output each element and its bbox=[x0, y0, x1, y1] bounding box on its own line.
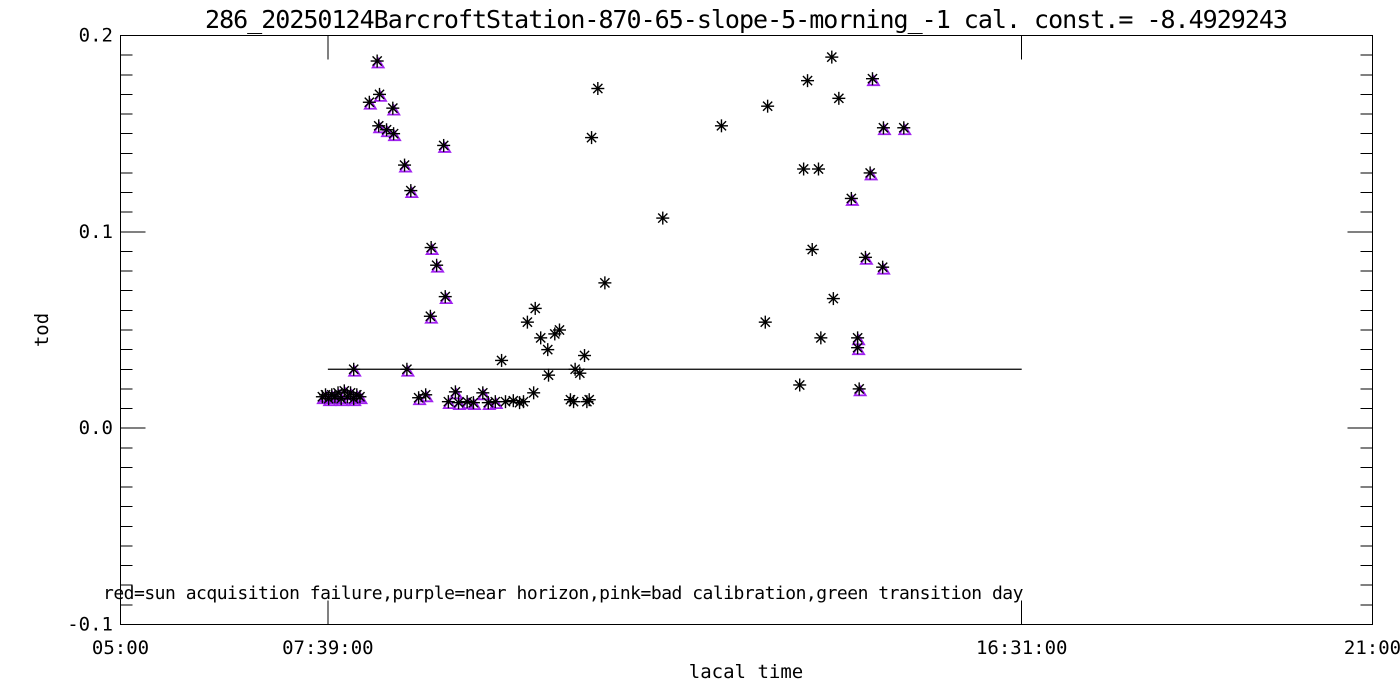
asterisk-marker bbox=[534, 331, 548, 345]
asterisk-marker bbox=[527, 386, 541, 400]
asterisk-marker bbox=[516, 395, 530, 409]
asterisk-marker bbox=[419, 388, 433, 402]
asterisk-marker bbox=[826, 292, 840, 306]
asterisk-marker bbox=[430, 258, 444, 272]
asterisk-marker bbox=[876, 260, 890, 274]
asterisk-marker bbox=[801, 74, 815, 88]
asterisk-marker bbox=[852, 382, 866, 396]
asterisk-marker bbox=[865, 72, 879, 86]
y-axis-label: tod bbox=[31, 312, 53, 348]
asterisk-marker bbox=[863, 166, 877, 180]
tick-label: 0.1 bbox=[79, 221, 113, 243]
asterisk-marker bbox=[353, 390, 367, 404]
tick-label: 07:39:00 bbox=[282, 637, 374, 659]
asterisk-marker bbox=[876, 121, 890, 135]
asterisk-marker bbox=[761, 99, 775, 113]
asterisk-marker bbox=[814, 331, 828, 345]
x-axis-label: lacal time bbox=[688, 661, 804, 683]
asterisk-marker bbox=[542, 368, 556, 382]
asterisk-marker bbox=[528, 301, 542, 315]
asterisk-marker bbox=[573, 366, 587, 380]
asterisk-marker bbox=[370, 54, 384, 68]
asterisk-marker bbox=[398, 158, 412, 172]
asterisk-marker bbox=[797, 162, 811, 176]
asterisk-marker bbox=[437, 138, 451, 152]
asterisk-marker bbox=[805, 243, 819, 257]
asterisk-marker bbox=[832, 91, 846, 105]
asterisk-marker bbox=[714, 119, 728, 133]
asterisk-marker bbox=[585, 131, 599, 145]
asterisk-marker bbox=[758, 315, 772, 329]
asterisk-marker bbox=[520, 315, 534, 329]
asterisk-marker bbox=[481, 396, 495, 410]
asterisk-marker bbox=[844, 191, 858, 205]
asterisk-marker bbox=[387, 127, 401, 141]
asterisk-marker bbox=[476, 386, 490, 400]
chart-title: 286_20250124BarcroftStation-870-65-slope… bbox=[205, 5, 1288, 34]
asterisk-marker bbox=[897, 121, 911, 135]
asterisk-marker bbox=[424, 241, 438, 255]
asterisk-marker bbox=[582, 393, 596, 407]
legend-annotation: red=sun acquisition failure,purple=near … bbox=[103, 583, 1024, 604]
asterisk-marker bbox=[380, 123, 394, 137]
asterisk-marker bbox=[423, 309, 437, 323]
asterisk-marker bbox=[578, 349, 592, 363]
tick-label: 0.0 bbox=[79, 417, 113, 439]
asterisk-marker bbox=[495, 353, 509, 367]
plot-box bbox=[120, 35, 1373, 625]
asterisk-marker bbox=[851, 341, 865, 355]
tick-label: 0.2 bbox=[79, 25, 113, 47]
asterisk-marker bbox=[404, 184, 418, 198]
asterisk-marker bbox=[452, 396, 466, 410]
asterisk-marker bbox=[552, 323, 566, 337]
asterisk-marker bbox=[400, 362, 414, 376]
asterisk-marker bbox=[811, 162, 825, 176]
asterisk-marker bbox=[825, 50, 839, 64]
asterisk-marker bbox=[793, 378, 807, 392]
asterisk-marker bbox=[362, 95, 376, 109]
tick-label: -0.1 bbox=[67, 614, 113, 636]
tick-label: 16:31:00 bbox=[976, 637, 1068, 659]
asterisk-marker bbox=[441, 395, 455, 409]
asterisk-marker bbox=[858, 250, 872, 264]
asterisk-marker bbox=[373, 87, 387, 101]
asterisk-marker bbox=[466, 396, 480, 410]
tick-label: 21:00 bbox=[1344, 637, 1400, 659]
asterisk-marker bbox=[347, 362, 361, 376]
tick-label: 05:00 bbox=[92, 637, 149, 659]
asterisk-marker bbox=[438, 290, 452, 304]
asterisk-marker bbox=[656, 211, 670, 225]
asterisk-marker bbox=[567, 395, 581, 409]
asterisk-marker bbox=[386, 101, 400, 115]
asterisk-marker bbox=[591, 82, 605, 96]
asterisk-marker bbox=[448, 385, 462, 399]
asterisk-marker bbox=[541, 343, 555, 357]
asterisk-marker bbox=[598, 276, 612, 290]
